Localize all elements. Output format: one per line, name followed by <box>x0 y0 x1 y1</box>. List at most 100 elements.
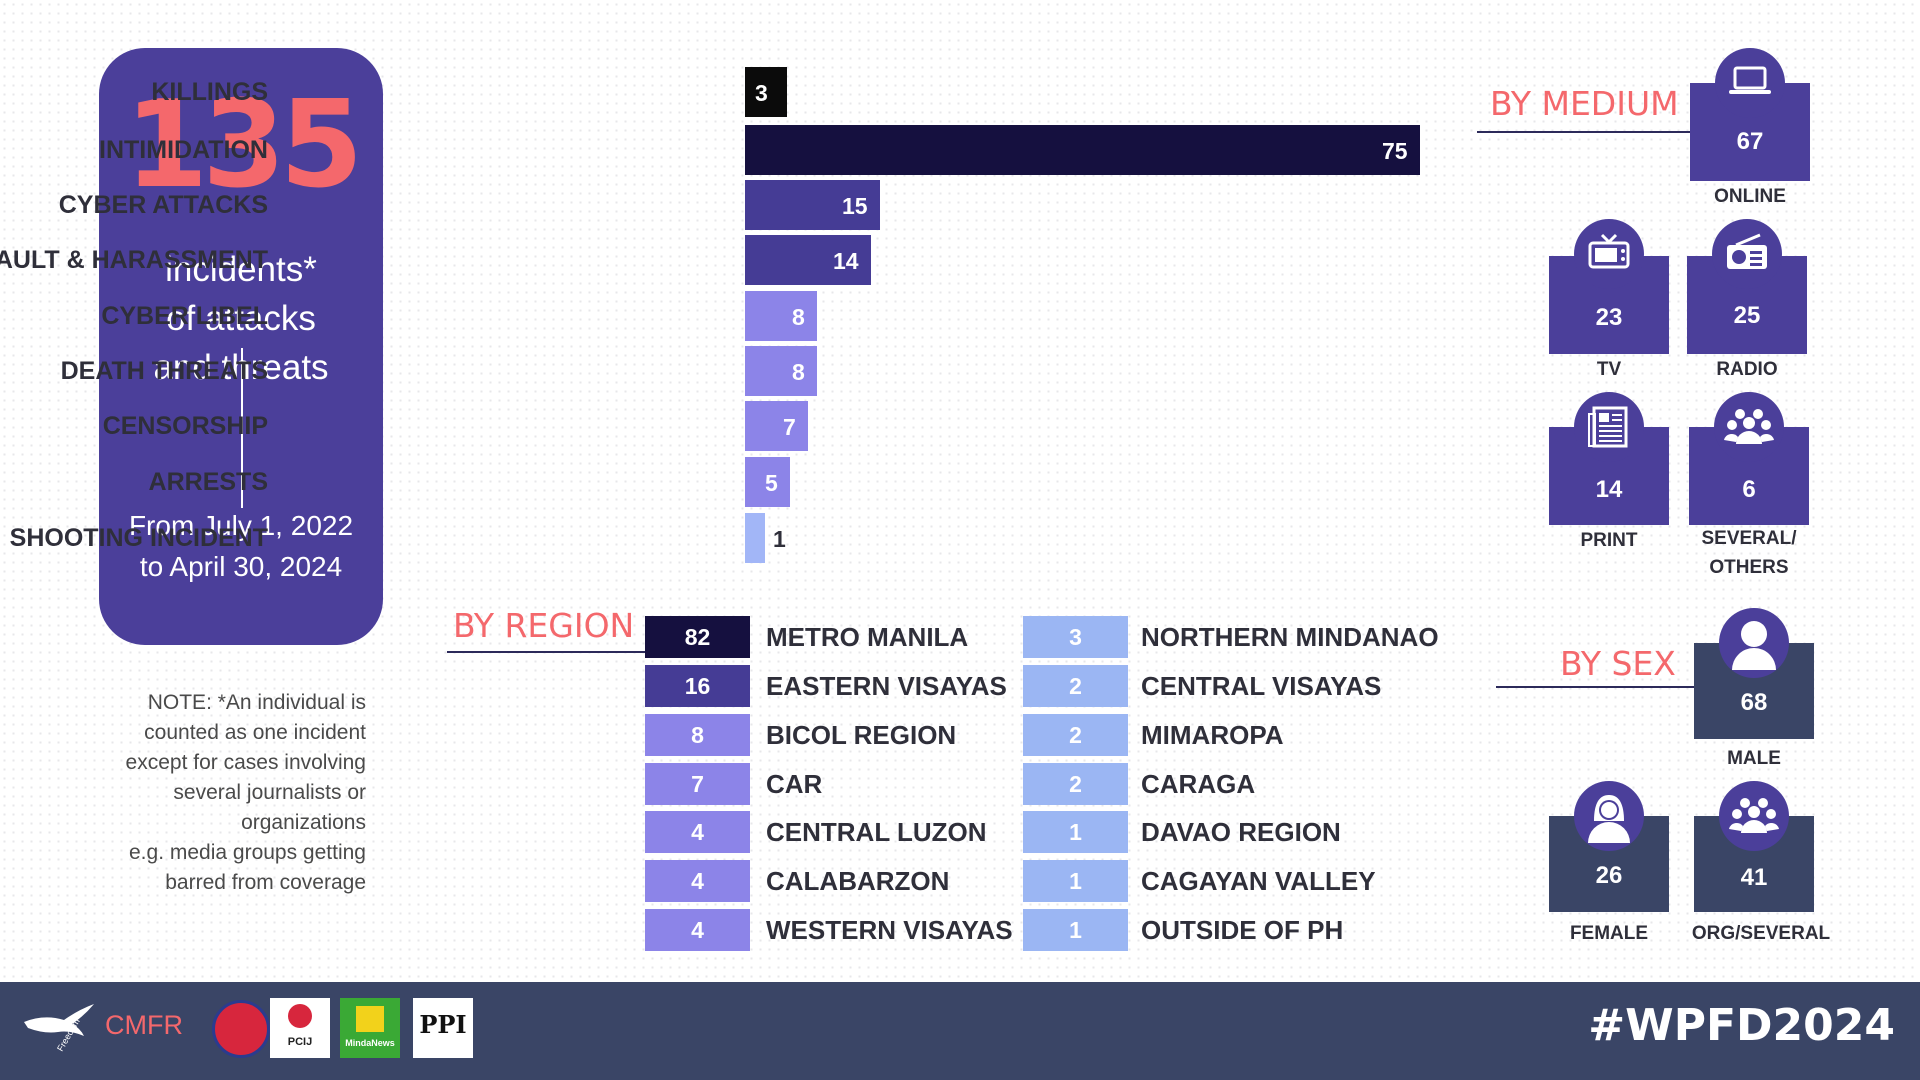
note-line: except for cases involving <box>125 751 366 774</box>
bar-label: ASSAULT & HARASSMENT <box>0 246 268 274</box>
region-count: 2 <box>1023 714 1128 756</box>
ppi-logo-text: PPI <box>419 1010 467 1039</box>
mindanews-logo-text: MindaNews <box>345 1038 395 1048</box>
region-count: 7 <box>645 763 750 805</box>
others-label-text: SEVERAL/ OTHERS <box>1701 528 1797 578</box>
bar <box>745 346 817 396</box>
by-medium-underline <box>1477 131 1691 133</box>
bar-label: SHOOTING INCIDENT <box>9 524 268 552</box>
bar-label: ARRESTS <box>148 468 268 496</box>
cmfr-logo: CMFR <box>105 1010 195 1050</box>
by-medium-heading: BY MEDIUM <box>1490 84 1679 123</box>
region-name: CAGAYAN VALLEY <box>1141 866 1376 896</box>
pcij-logo: PCIJ <box>270 998 330 1058</box>
region-count: 1 <box>1023 860 1128 902</box>
bar-value-label: 3 <box>755 80 768 106</box>
bar <box>745 513 765 563</box>
region-count: 4 <box>645 860 750 902</box>
region-name: CAR <box>766 769 823 799</box>
mindanews-logo: MindaNews <box>340 998 400 1058</box>
laptop-icon <box>1715 48 1785 118</box>
tv-count: 23 <box>1595 304 1623 331</box>
region-count: 2 <box>1023 763 1128 805</box>
note-line: several journalists or <box>173 781 366 804</box>
bar-label: DEATH THREATS <box>60 357 268 385</box>
bar-value-label: 7 <box>783 414 796 440</box>
region-count: 82 <box>645 616 750 658</box>
by-region-underline <box>447 651 647 653</box>
bar <box>745 125 1420 175</box>
tv-icon <box>1574 219 1644 289</box>
bar-label: KILLINGS <box>151 78 268 106</box>
summary-line-2: of attacks <box>166 299 316 338</box>
newspaper-icon <box>1574 392 1644 462</box>
note-line: barred from coverage <box>165 871 366 894</box>
ppi-logo: PPI <box>413 998 473 1058</box>
region-name: CENTRAL LUZON <box>766 817 987 847</box>
online-count: 67 <box>1736 128 1764 155</box>
bar-value-label: 8 <box>792 359 805 385</box>
note-line: NOTE: *An individual is <box>147 691 366 714</box>
summary-line-1: incidents* <box>165 250 317 289</box>
bar <box>745 235 871 285</box>
org-count: 41 <box>1740 864 1768 891</box>
region-name: CALABARZON <box>766 866 950 896</box>
region-name: METRO MANILA <box>766 622 969 652</box>
by-sex-underline <box>1496 686 1694 688</box>
bar-label: CYBER ATTACKS <box>58 191 268 219</box>
radio-label: RADIO <box>1716 359 1778 380</box>
region-name: OUTSIDE OF PH <box>1141 915 1344 945</box>
region-count: 1 <box>1023 811 1128 853</box>
region-name: CARAGA <box>1141 769 1256 799</box>
bar <box>745 67 787 117</box>
pcij-mark <box>288 1004 312 1028</box>
radio-count: 25 <box>1733 302 1761 329</box>
female-label: FEMALE <box>1569 923 1649 944</box>
group-icon <box>1719 781 1789 851</box>
female-count: 26 <box>1595 862 1623 889</box>
hashtag: #WPFD2024 <box>1588 1000 1895 1051</box>
region-count: 2 <box>1023 665 1128 707</box>
note-line: e.g. media groups getting <box>129 841 366 864</box>
region-name: CENTRAL VISAYAS <box>1141 671 1382 701</box>
region-count: 16 <box>645 665 750 707</box>
online-label: ONLINE <box>1714 186 1786 207</box>
others-count: 6 <box>1742 476 1756 503</box>
print-label: PRINT <box>1580 530 1638 551</box>
print-count: 14 <box>1595 476 1623 503</box>
region-name: DAVAO REGION <box>1141 817 1341 847</box>
group-icon <box>1714 392 1784 462</box>
bar <box>745 180 880 230</box>
region-count: 8 <box>645 714 750 756</box>
bar <box>745 457 790 507</box>
tv-label: TV <box>1596 359 1622 380</box>
note-line: organizations <box>241 811 366 834</box>
female-icon <box>1574 781 1644 851</box>
region-count: 1 <box>1023 909 1128 951</box>
sex-tile-org: 41 <box>1694 816 1814 912</box>
incident-count: 135 <box>124 76 364 215</box>
by-sex-heading: BY SEX <box>1560 644 1676 683</box>
pcij-logo-text: PCIJ <box>287 1036 313 1048</box>
region-name: BICOL REGION <box>766 720 957 750</box>
region-name: WESTERN VISAYAS <box>766 915 1013 945</box>
bar-label: CYBER LIBEL <box>101 302 268 330</box>
others-label: SEVERAL/ OTHERS <box>1681 524 1817 582</box>
nujp-logo <box>212 1000 270 1058</box>
medium-tile-online: 67 <box>1690 83 1810 181</box>
summary-card: 135 incidents* of attacks and threats Fr… <box>99 48 383 645</box>
bar-value-label: 75 <box>1382 138 1408 164</box>
region-name: EASTERN VISAYAS <box>766 671 1007 701</box>
date-range-end: to April 30, 2024 <box>139 551 343 582</box>
bar <box>745 401 808 451</box>
male-label: MALE <box>1727 748 1781 769</box>
bar <box>745 291 817 341</box>
region-count: 3 <box>1023 616 1128 658</box>
org-label: ORG/SEVERAL <box>1691 923 1831 944</box>
bar-value-label: 8 <box>792 304 805 330</box>
region-name: MIMAROPA <box>1141 720 1284 750</box>
bar-label: CENSORSHIP <box>102 412 268 440</box>
by-region-heading: BY REGION <box>453 606 635 645</box>
male-count: 68 <box>1740 689 1768 716</box>
card-divider <box>241 348 243 508</box>
